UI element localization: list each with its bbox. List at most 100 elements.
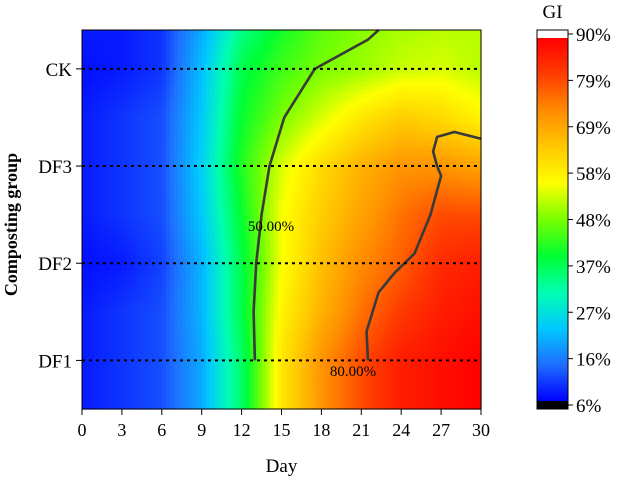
heatmap-cell (301, 69, 307, 75)
heatmap-cell (165, 77, 171, 83)
heatmap-cell (325, 125, 330, 131)
heatmap-cell (345, 30, 350, 35)
heatmap-cell (149, 149, 155, 155)
heatmap-cell (425, 89, 430, 95)
heatmap-cell (117, 93, 123, 99)
heatmap-cell (457, 61, 462, 67)
heatmap-cell (105, 61, 111, 67)
heatmap-cell (97, 37, 103, 43)
heatmap-cell (293, 221, 299, 227)
heatmap-cell (333, 137, 338, 143)
heatmap-cell (473, 217, 478, 223)
heatmap-cell (157, 193, 163, 199)
heatmap-cell (109, 221, 115, 227)
heatmap-cell (237, 145, 243, 151)
heatmap-cell (205, 101, 211, 107)
heatmap-cell (257, 117, 263, 123)
heatmap-cell (265, 77, 271, 83)
heatmap-cell (189, 225, 195, 231)
heatmap-cell (341, 173, 346, 179)
heatmap-cell (245, 149, 251, 155)
heatmap-cell (225, 189, 231, 195)
heatmap-cell (137, 189, 143, 195)
heatmap-cell (421, 129, 426, 135)
heatmap-cell (113, 141, 119, 147)
heatmap-cell (221, 37, 227, 43)
heatmap-cell (373, 213, 378, 219)
heatmap-cell (257, 149, 263, 155)
heatmap-cell (221, 181, 227, 187)
heatmap-cell (333, 149, 338, 155)
heatmap-cell (113, 173, 119, 179)
heatmap-cell (369, 177, 374, 183)
heatmap-cell (417, 141, 422, 147)
heatmap-cell (381, 173, 386, 179)
heatmap-cell (345, 145, 350, 151)
heatmap-cell (201, 193, 207, 199)
heatmap-cell (473, 157, 478, 163)
heatmap-cell (277, 225, 283, 231)
heatmap-cell (337, 221, 342, 227)
heatmap-cell (217, 49, 223, 55)
heatmap-cell (193, 185, 199, 191)
heatmap-cell (445, 141, 450, 147)
heatmap-cell (105, 221, 111, 227)
heatmap-cell (445, 153, 450, 159)
heatmap-cell (253, 161, 259, 167)
heatmap-cell (177, 49, 183, 55)
heatmap-cell (285, 213, 291, 219)
heatmap-cell (397, 161, 402, 167)
heatmap-cell (125, 205, 131, 211)
heatmap-cell (301, 65, 307, 71)
heatmap-cell (373, 41, 378, 47)
heatmap-cell (405, 113, 410, 119)
heatmap-cell (121, 121, 127, 127)
heatmap-cell (233, 197, 239, 203)
heatmap-cell (153, 149, 159, 155)
heatmap-cell (137, 73, 143, 79)
heatmap-cell (333, 177, 338, 183)
heatmap-cell (161, 173, 167, 179)
heatmap-cell (121, 141, 127, 147)
heatmap-cell (317, 85, 322, 91)
heatmap-cell (353, 30, 358, 35)
heatmap-cell (417, 113, 422, 119)
heatmap-cell (177, 89, 183, 95)
heatmap-cell (257, 30, 263, 35)
heatmap-cell (405, 105, 410, 111)
heatmap-cell (333, 209, 338, 215)
heatmap-cell (197, 65, 203, 71)
heatmap-cell (325, 97, 330, 103)
heatmap-cell (445, 145, 450, 151)
heatmap-cell (193, 121, 199, 127)
heatmap-cell (153, 117, 159, 123)
heatmap-cell (89, 45, 95, 51)
heatmap-cell (241, 177, 247, 183)
heatmap-cell (333, 173, 338, 179)
heatmap-cell (185, 81, 191, 87)
heatmap-cell (213, 165, 219, 171)
heatmap-cell (409, 193, 414, 199)
heatmap-cell (393, 181, 398, 187)
heatmap-cell (465, 69, 470, 75)
heatmap-cell (117, 169, 123, 175)
heatmap-cell (477, 137, 482, 143)
heatmap-cell (145, 30, 151, 35)
heatmap-cell (469, 121, 474, 127)
heatmap-cell (233, 189, 239, 195)
heatmap-cell (82, 49, 87, 55)
heatmap-cell (425, 209, 430, 215)
heatmap-cell (229, 201, 235, 207)
heatmap-cell (165, 201, 171, 207)
heatmap-cell (121, 205, 127, 211)
heatmap-cell (341, 117, 346, 123)
heatmap-cell (93, 69, 99, 75)
heatmap-cell (145, 217, 151, 223)
heatmap-cell (465, 117, 470, 123)
heatmap-cell (437, 109, 442, 115)
heatmap-cell (97, 45, 103, 51)
heatmap-cell (241, 197, 247, 203)
heatmap-cell (141, 161, 147, 167)
heatmap-cell (209, 33, 215, 39)
heatmap-cell (173, 189, 179, 195)
